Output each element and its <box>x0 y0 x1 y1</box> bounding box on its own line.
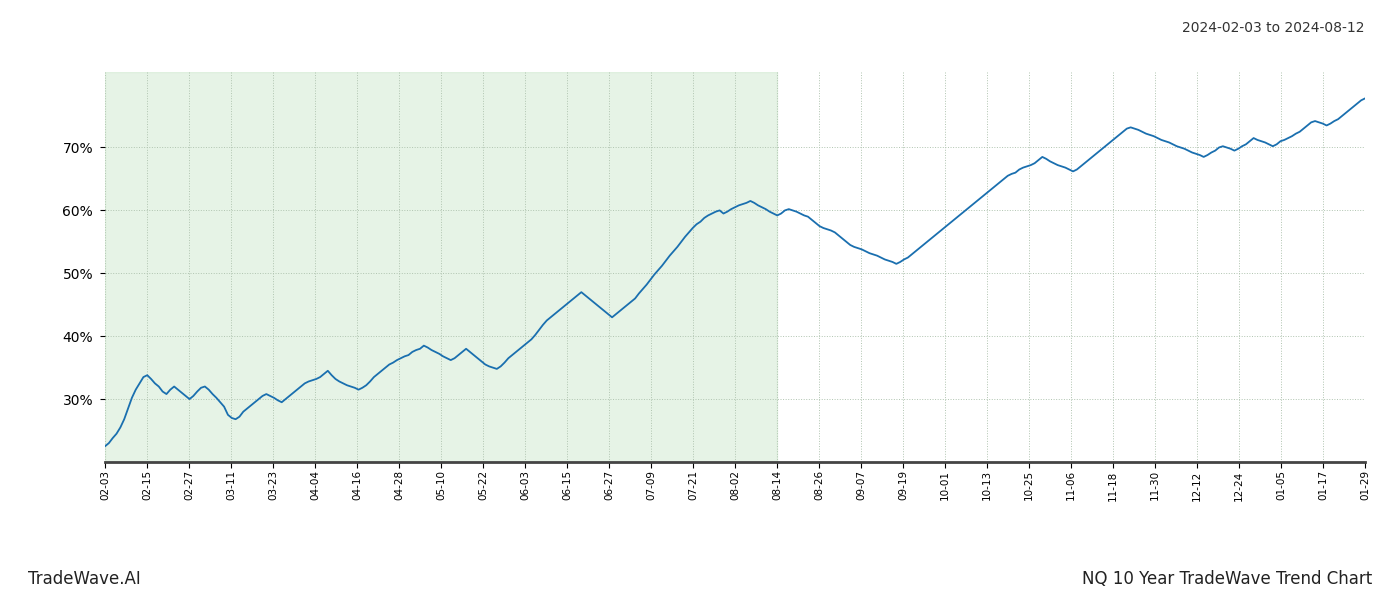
Text: 2024-02-03 to 2024-08-12: 2024-02-03 to 2024-08-12 <box>1183 21 1365 35</box>
Bar <box>105 72 777 462</box>
Text: NQ 10 Year TradeWave Trend Chart: NQ 10 Year TradeWave Trend Chart <box>1082 570 1372 588</box>
Text: TradeWave.AI: TradeWave.AI <box>28 570 141 588</box>
